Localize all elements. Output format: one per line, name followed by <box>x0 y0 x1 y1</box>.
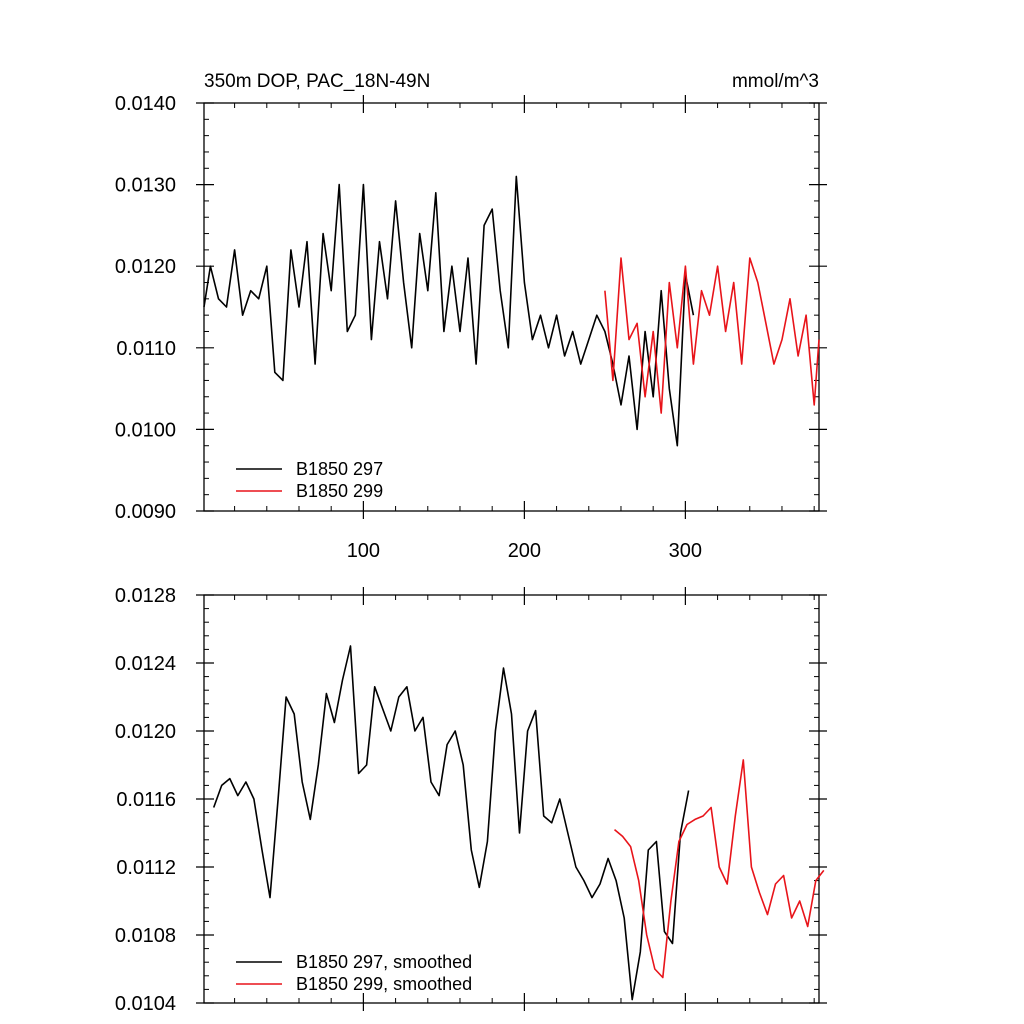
y-tick-label: 0.0130 <box>115 175 176 197</box>
series-line-297 <box>203 175 695 447</box>
y-tick-label: 0.0112 <box>116 857 176 879</box>
y-tick-label: 0.0120 <box>115 721 176 743</box>
plot-title: 350m DOP, PAC_18N-49N <box>204 71 430 92</box>
y-tick-label: 0.0120 <box>115 256 176 278</box>
top-panel: 100 200 300 0.0090 0.0100 0.0110 0.0120 0.0130 0… <box>115 93 827 562</box>
series-line-299 <box>613 759 825 979</box>
y-tick-label: 0.0104 <box>115 993 176 1015</box>
legend-label: B1850 297, smoothed <box>296 952 472 972</box>
bottom-panel: 0.0104 0.0108 0.0112 0.0116 0.0120 0.0124 0.01… <box>115 585 827 1015</box>
legend-label: B1850 297 <box>296 459 383 479</box>
x-tick-label: 100 <box>347 540 380 562</box>
x-tick-label: 200 <box>508 540 541 562</box>
legend-label: B1850 299 <box>296 481 383 501</box>
y-tick-label: 0.0090 <box>115 501 176 523</box>
x-tick-label: 300 <box>669 540 702 562</box>
plot-frame <box>203 102 820 512</box>
series-line-297 <box>212 645 690 1001</box>
y-tick-label: 0.0116 <box>116 789 176 811</box>
legend-label: B1850 299, smoothed <box>296 974 472 994</box>
y-tick-label: 0.0140 <box>115 93 176 115</box>
series-line-299 <box>604 257 820 414</box>
y-tick-label: 0.0124 <box>115 653 176 675</box>
plot-frame <box>203 594 820 1004</box>
y-tick-label: 0.0100 <box>115 419 176 441</box>
y-tick-label: 0.0128 <box>115 585 176 607</box>
units-label: mmol/m^3 <box>732 71 819 92</box>
y-tick-label: 0.0108 <box>115 925 176 947</box>
y-tick-label: 0.0110 <box>116 338 176 360</box>
